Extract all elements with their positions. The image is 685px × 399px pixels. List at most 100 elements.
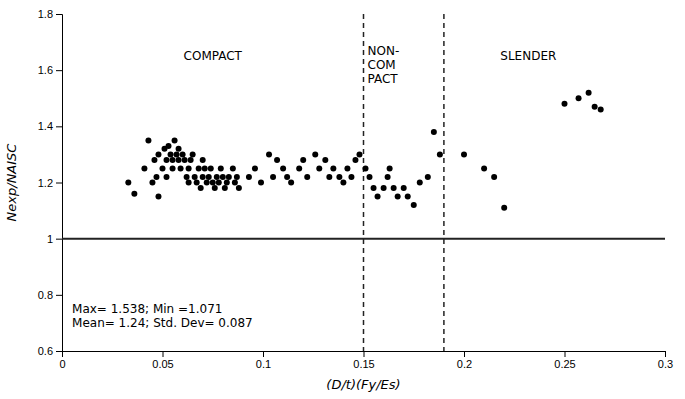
x-tick-label: 0.25	[554, 358, 575, 370]
point	[149, 180, 155, 186]
y-tick-label: 1.2	[38, 177, 53, 189]
point	[141, 165, 147, 171]
point	[236, 185, 242, 191]
point	[186, 165, 192, 171]
point	[208, 165, 214, 171]
annotation: SLENDER	[500, 49, 556, 63]
point	[226, 174, 232, 180]
point	[270, 174, 276, 180]
x-tick: 0.05	[152, 351, 173, 370]
point	[220, 174, 226, 180]
point	[153, 174, 159, 180]
point	[196, 165, 202, 171]
point	[178, 165, 184, 171]
point	[170, 157, 176, 163]
point	[170, 165, 176, 171]
point	[592, 104, 598, 110]
y-axis-title: Nexp/NAISC	[4, 143, 19, 222]
y-tick-label: 1.8	[38, 8, 53, 20]
point	[258, 180, 264, 186]
point	[375, 194, 381, 200]
point	[218, 165, 224, 171]
point	[405, 194, 411, 200]
y-tick: 1.6	[38, 64, 62, 76]
point	[206, 174, 212, 180]
point	[371, 185, 377, 191]
point	[598, 106, 604, 112]
point	[576, 95, 582, 101]
annotation: Max= 1.538; Min =1.071Mean= 1.24; Std. D…	[72, 302, 253, 330]
point	[160, 165, 166, 171]
reference-vline	[443, 14, 445, 351]
point	[202, 165, 208, 171]
x-tick-label: 0.1	[256, 358, 271, 370]
point	[401, 185, 407, 191]
y-tick: 1.8	[38, 8, 62, 20]
annotations: COMPACTNON-COMPACTSLENDERMax= 1.538; Min…	[72, 44, 556, 330]
point	[437, 151, 443, 157]
point	[176, 146, 182, 152]
point	[330, 165, 336, 171]
y-tick-mark	[56, 126, 62, 127]
x-tick-mark	[665, 351, 666, 357]
point	[344, 165, 350, 171]
point	[252, 165, 258, 171]
y-tick-mark	[56, 70, 62, 71]
y-tick-mark	[56, 351, 62, 352]
x-tick: 0.3	[658, 351, 673, 370]
point	[395, 194, 401, 200]
y-tick: 1	[47, 233, 62, 245]
point	[190, 151, 196, 157]
x-tick: 0.15	[353, 351, 374, 370]
point	[188, 157, 194, 163]
y-axis-line	[56, 15, 63, 352]
point	[232, 180, 238, 186]
y-tick: 0.6	[38, 345, 62, 357]
point	[246, 174, 252, 180]
x-tick-label: 0.2	[457, 358, 472, 370]
x-tick-label: 0.3	[658, 358, 673, 370]
x-tick-mark	[364, 351, 365, 357]
chart: 00.050.10.150.20.250.30.60.811.21.41.61.…	[0, 0, 685, 399]
x-tick: 0.25	[554, 351, 575, 370]
point	[155, 194, 161, 200]
point	[166, 143, 172, 149]
point	[184, 174, 190, 180]
point	[182, 157, 188, 163]
point	[385, 174, 391, 180]
point	[222, 185, 228, 191]
point	[411, 202, 417, 208]
point	[304, 174, 310, 180]
point	[326, 174, 332, 180]
point	[562, 101, 568, 107]
point	[168, 151, 174, 157]
point	[312, 151, 318, 157]
point	[192, 174, 198, 180]
y-tick-mark	[56, 183, 62, 184]
y-tick: 1.2	[38, 177, 62, 189]
point	[352, 157, 358, 163]
point	[216, 180, 222, 186]
point	[266, 151, 272, 157]
point	[194, 180, 200, 186]
x-tick-mark	[464, 351, 465, 357]
point	[125, 180, 131, 186]
reference-vline	[363, 14, 365, 351]
x-tick-label: 0.15	[353, 358, 374, 370]
annotation: COMPACT	[184, 49, 243, 63]
y-tick-mark	[56, 295, 62, 296]
point	[296, 165, 302, 171]
marks	[62, 14, 665, 351]
point	[431, 129, 437, 135]
point	[340, 180, 346, 186]
point	[214, 174, 220, 180]
point	[461, 151, 467, 157]
point	[212, 185, 218, 191]
point	[230, 165, 236, 171]
point	[200, 157, 206, 163]
point	[387, 165, 393, 171]
point	[234, 174, 240, 180]
point	[348, 174, 354, 180]
x-axis-line	[63, 352, 666, 358]
point	[586, 90, 592, 96]
